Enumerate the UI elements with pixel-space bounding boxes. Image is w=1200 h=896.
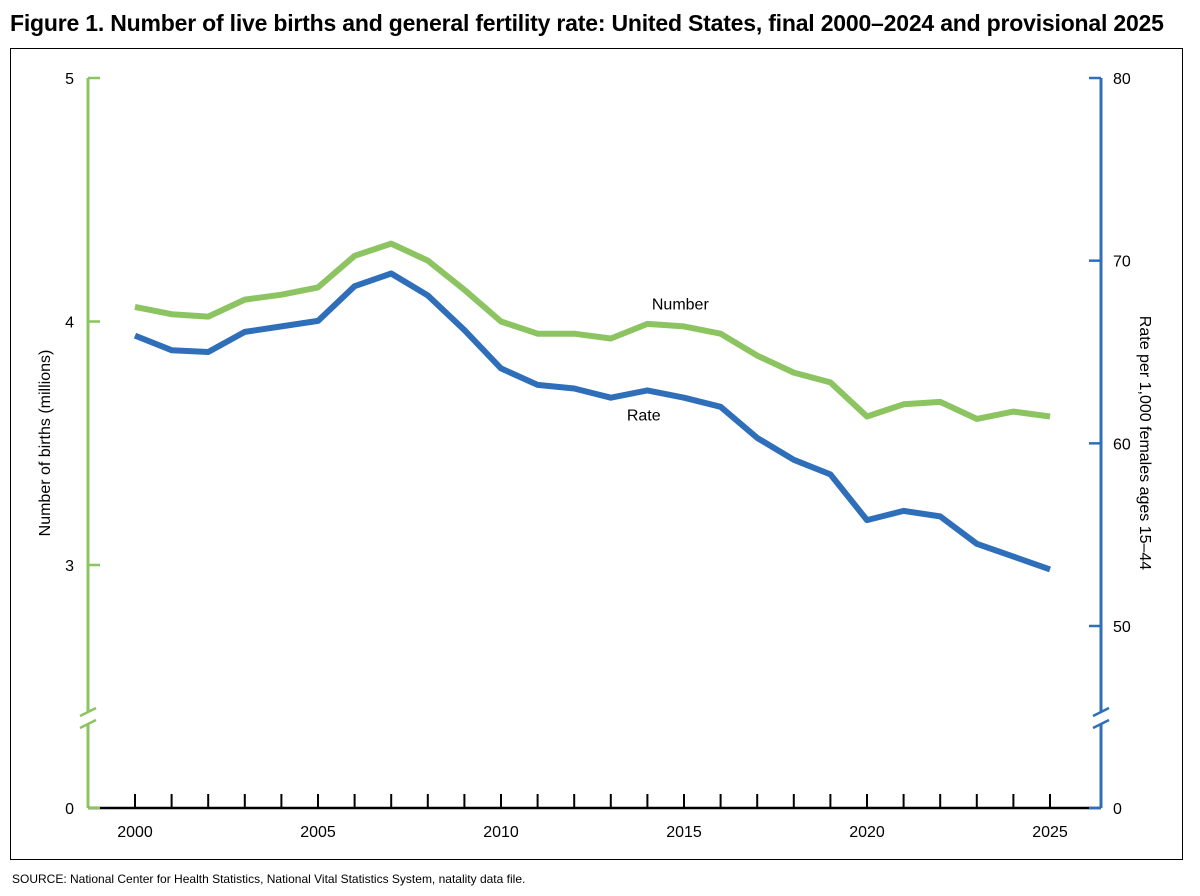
left-axis-break-mark (79, 718, 97, 730)
series-lines-group (133, 240, 1051, 573)
left-axis-title: Number of births (millions) (37, 350, 54, 537)
series-label-number: Number (652, 297, 710, 314)
right-axis-break-mark (1092, 706, 1110, 718)
x-axis-tick-label: 2015 (666, 824, 702, 841)
right-axis-title: Rate per 1,000 females ages 15–44 (1136, 316, 1153, 571)
x-axis-tick-label: 2010 (483, 824, 519, 841)
left-axis-break-mark (79, 706, 97, 718)
chart-frame (10, 48, 1183, 860)
right-axis-tick-label: 60 (1113, 436, 1131, 453)
series-line-rate (133, 270, 1051, 573)
left-axis-tick-label: 0 (65, 801, 74, 818)
series-line-number (134, 240, 1051, 422)
x-axis-tick-label: 2005 (300, 824, 336, 841)
right-axis-break-mark (1092, 718, 1110, 730)
right-axis-tick-label: 80 (1113, 71, 1131, 88)
chart-title: Figure 1. Number of live births and gene… (10, 10, 1164, 36)
left-axis-tick-label: 5 (65, 71, 74, 88)
right-axis-tick-label: 70 (1113, 254, 1131, 271)
x-axis-tick-label: 2025 (1032, 824, 1068, 841)
series-label-rate: Rate (627, 407, 661, 424)
right-axis-tick-label: 50 (1113, 619, 1131, 636)
left-axis-tick-label: 3 (65, 558, 74, 575)
x-axis-tick-label: 2020 (849, 824, 885, 841)
labels-group: Number Rate (627, 297, 710, 425)
x-axis-tick-label: 2000 (117, 824, 153, 841)
right-axis-tick-label: 0 (1113, 801, 1122, 818)
source-note: SOURCE: National Center for Health Stati… (12, 872, 526, 886)
left-axis-tick-label: 4 (65, 315, 74, 332)
